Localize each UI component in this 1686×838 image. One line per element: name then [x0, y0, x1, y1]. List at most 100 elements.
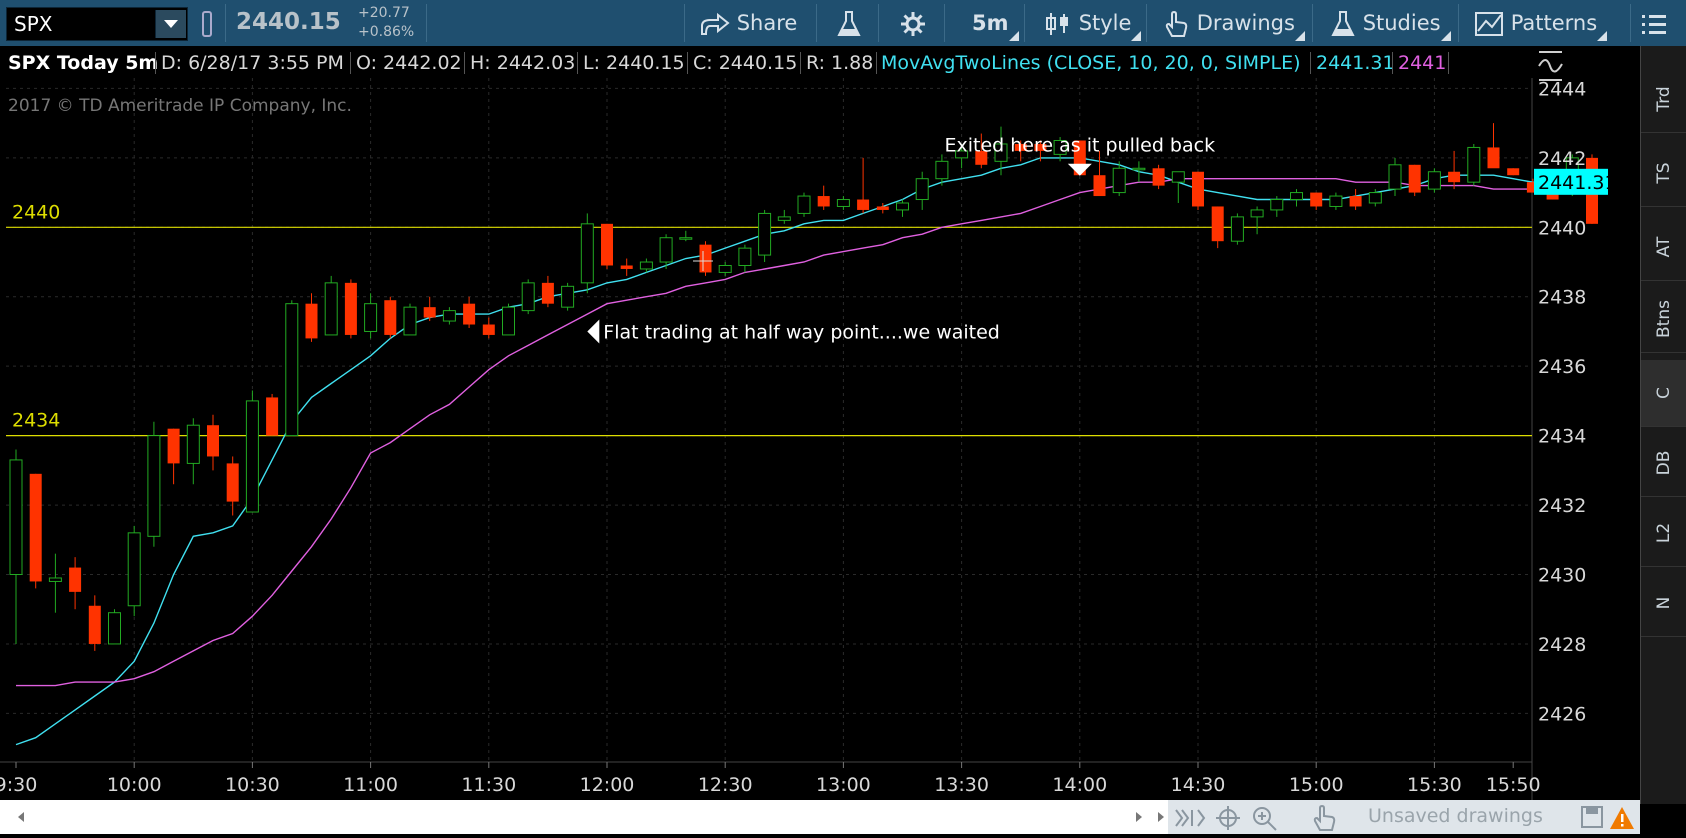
y-tick-label: 2432 — [1538, 495, 1586, 517]
price-axis[interactable]: 2426 2428 2430 2432 2434 2436 2438 2440 2442 2444… — [1534, 78, 1617, 725]
candle-body — [777, 216, 791, 221]
candle-body — [442, 310, 456, 322]
tab-trd[interactable]: Trd — [1641, 66, 1686, 133]
symbol-dropdown-button[interactable] — [155, 10, 186, 38]
annotation-text: Flat trading at half way point....we wai… — [603, 321, 1000, 343]
interval-caret-icon — [1008, 31, 1019, 41]
candle — [738, 244, 752, 273]
last-price-badge-text: 2441.31 — [1538, 172, 1617, 194]
tab-ts[interactable]: TS — [1641, 140, 1686, 207]
toolbar-divider — [1630, 4, 1631, 42]
candle — [601, 223, 613, 269]
candle-body — [9, 459, 23, 576]
x-tick-label: 9:30 — [0, 774, 37, 796]
candle — [994, 126, 1008, 176]
scroll-left-icon[interactable] — [18, 812, 24, 822]
candle-body — [1192, 171, 1204, 207]
horizontal-scrollbar[interactable] — [8, 800, 1168, 834]
divider — [876, 52, 877, 74]
net-change: +20.77 — [358, 5, 410, 21]
menu-button[interactable] — [1640, 9, 1668, 37]
y-tick-label: 2428 — [1538, 634, 1586, 656]
candle — [1053, 137, 1067, 162]
candle — [777, 209, 791, 224]
candle-body — [1270, 199, 1284, 211]
candle — [797, 192, 811, 217]
studies-button[interactable]: Studies — [1330, 9, 1451, 41]
tab-label: Btns — [1654, 300, 1674, 338]
candle — [915, 171, 929, 210]
candle-body — [797, 195, 811, 214]
candle-body — [226, 463, 239, 502]
candle — [1270, 196, 1284, 217]
candle-body — [1152, 168, 1165, 186]
drawing-tool-icon[interactable] — [1536, 48, 1566, 84]
drawings-label: Drawings — [1196, 11, 1295, 35]
percent-change: +0.86% — [358, 24, 415, 40]
study-name[interactable]: MovAvgTwoLines (CLOSE, 10, 20, 0, SIMPLE… — [881, 52, 1301, 74]
style-button[interactable]: Style — [1044, 9, 1142, 41]
candle-body — [1112, 167, 1126, 194]
unsaved-drawings-label[interactable]: Unsaved drawings — [1368, 805, 1543, 827]
share-button[interactable]: Share — [700, 9, 797, 37]
time-axis[interactable]: 9:30 10:00 10:30 11:00 11:30 12:00 12:30 13:00 1… — [0, 762, 1541, 796]
candle-body — [1467, 146, 1481, 183]
hand-pointer-icon[interactable] — [1313, 804, 1336, 831]
bar-range: R: 1.88 — [806, 52, 874, 74]
price-chart[interactable]: 2440 2434 2426 2428 2430 2432 2434 2436 2438 244… — [0, 78, 1640, 800]
candle — [1230, 213, 1244, 245]
y-tick-label: 2430 — [1538, 565, 1586, 587]
candle-body — [915, 178, 929, 201]
candle-style-icon — [1046, 13, 1068, 35]
divider — [350, 52, 351, 74]
candle-body — [955, 150, 969, 159]
tab-db[interactable]: DB — [1641, 430, 1686, 497]
candle — [718, 262, 732, 276]
candle-body — [29, 473, 42, 582]
scroll-right-icon[interactable] — [1158, 812, 1164, 822]
patterns-button[interactable]: Patterns — [1474, 9, 1608, 41]
zoom-in-icon[interactable] — [1253, 807, 1271, 825]
settings-button[interactable] — [899, 9, 927, 37]
candle-body — [561, 285, 575, 308]
tab-btns[interactable]: Btns — [1641, 286, 1686, 353]
x-tick-label: 15:30 — [1407, 774, 1462, 796]
pattern-icon — [1475, 12, 1503, 36]
y-tick-label: 2436 — [1538, 356, 1586, 378]
tab-label: TS — [1654, 162, 1674, 184]
candle-body — [1448, 171, 1461, 183]
symbol-text[interactable]: SPX — [14, 12, 53, 36]
candle-body — [364, 303, 378, 332]
tab-n[interactable]: N — [1641, 570, 1686, 637]
x-tick-label: 13:30 — [934, 774, 989, 796]
chart-title: SPX Today 5m — [8, 52, 159, 74]
candle-body — [1349, 196, 1362, 207]
link-icon[interactable] — [202, 11, 212, 37]
tab-at[interactable]: AT — [1641, 214, 1686, 281]
candle-body — [1329, 195, 1343, 207]
studies-caret-icon — [1440, 31, 1451, 41]
copyright-text: 2017 © TD Ameritrade IP Company, Inc. — [8, 96, 352, 116]
candle-body — [324, 282, 338, 336]
pan-icon[interactable] — [1175, 809, 1206, 827]
candle-body — [857, 199, 870, 210]
candle-body — [127, 532, 141, 607]
studies-label: Studies — [1362, 11, 1441, 35]
interval-button[interactable]: 5m — [972, 9, 1019, 41]
tab-label: AT — [1654, 236, 1674, 258]
scroll-left-icon[interactable] — [1136, 812, 1142, 822]
tab-c[interactable]: C — [1641, 360, 1686, 427]
drawings-button[interactable]: Drawings — [1162, 9, 1305, 41]
price-level-label: 2440 — [12, 201, 60, 223]
y-tick-label: 2442 — [1538, 148, 1586, 170]
flask-icon — [1331, 11, 1355, 36]
tab-l2[interactable]: L2 — [1641, 500, 1686, 567]
candle — [955, 147, 969, 169]
candle-body — [659, 237, 673, 263]
scroll-arrows — [18, 812, 1164, 822]
flask-button[interactable] — [836, 9, 862, 37]
candle — [88, 595, 101, 651]
y-tick-label: 2444 — [1538, 78, 1586, 100]
y-tick-label: 2440 — [1538, 217, 1586, 239]
candle-body — [521, 282, 535, 312]
